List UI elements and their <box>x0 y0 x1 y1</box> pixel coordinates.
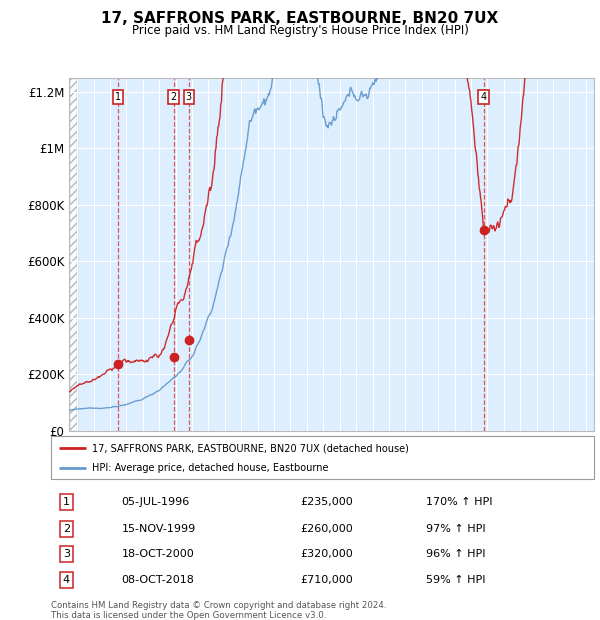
Text: 4: 4 <box>481 92 487 102</box>
Text: 3: 3 <box>63 549 70 559</box>
Text: 170% ↑ HPI: 170% ↑ HPI <box>425 497 492 507</box>
Text: £235,000: £235,000 <box>301 497 353 507</box>
Text: 3: 3 <box>186 92 192 102</box>
Text: Contains HM Land Registry data © Crown copyright and database right 2024.: Contains HM Land Registry data © Crown c… <box>51 601 386 611</box>
Text: 1: 1 <box>63 497 70 507</box>
FancyBboxPatch shape <box>51 436 594 479</box>
Text: HPI: Average price, detached house, Eastbourne: HPI: Average price, detached house, East… <box>92 463 328 472</box>
Text: 08-OCT-2018: 08-OCT-2018 <box>122 575 194 585</box>
Text: 4: 4 <box>62 575 70 585</box>
Text: 96% ↑ HPI: 96% ↑ HPI <box>425 549 485 559</box>
Text: Price paid vs. HM Land Registry's House Price Index (HPI): Price paid vs. HM Land Registry's House … <box>131 24 469 37</box>
Text: £260,000: £260,000 <box>301 524 353 534</box>
Text: 05-JUL-1996: 05-JUL-1996 <box>122 497 190 507</box>
Text: This data is licensed under the Open Government Licence v3.0.: This data is licensed under the Open Gov… <box>51 611 326 620</box>
Text: 18-OCT-2000: 18-OCT-2000 <box>122 549 194 559</box>
Text: 17, SAFFRONS PARK, EASTBOURNE, BN20 7UX: 17, SAFFRONS PARK, EASTBOURNE, BN20 7UX <box>101 11 499 26</box>
Text: 15-NOV-1999: 15-NOV-1999 <box>122 524 196 534</box>
Text: 17, SAFFRONS PARK, EASTBOURNE, BN20 7UX (detached house): 17, SAFFRONS PARK, EASTBOURNE, BN20 7UX … <box>92 443 409 453</box>
Text: 59% ↑ HPI: 59% ↑ HPI <box>425 575 485 585</box>
Text: £710,000: £710,000 <box>301 575 353 585</box>
Text: 97% ↑ HPI: 97% ↑ HPI <box>425 524 485 534</box>
Text: 1: 1 <box>115 92 121 102</box>
Text: 2: 2 <box>170 92 176 102</box>
Text: £320,000: £320,000 <box>301 549 353 559</box>
Bar <box>69 78 77 431</box>
Text: 2: 2 <box>62 524 70 534</box>
